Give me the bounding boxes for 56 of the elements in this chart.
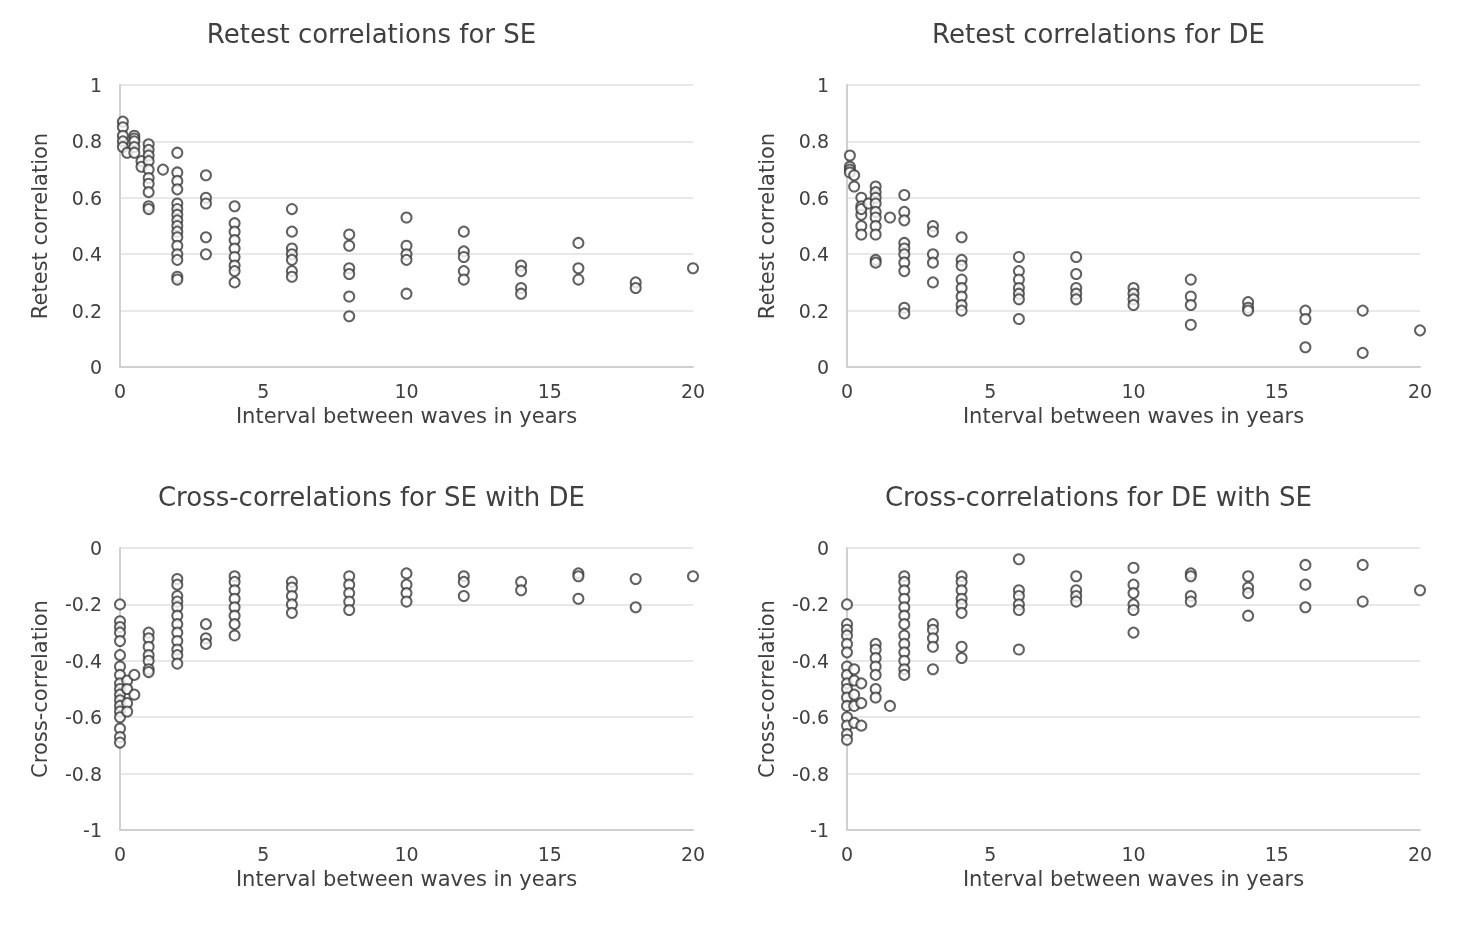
y-tick-label: -0.2 [64,593,102,616]
y-tick-label: -0.4 [791,649,829,672]
y-tick-label: -0.8 [791,762,829,785]
y-tick-label: -0.8 [64,762,102,785]
y-axis-title: Cross-correlation [27,600,52,778]
y-tick-label: 0.6 [71,186,102,209]
x-tick-label: 15 [1264,842,1289,865]
y-tick-label: 0 [816,356,829,378]
x-tick-label: 15 [537,379,562,402]
x-tick-label: 10 [394,379,419,402]
x-tick-label: 10 [1121,842,1146,865]
x-tick-label: 15 [1264,379,1289,402]
x-tick-label: 10 [1121,379,1146,402]
y-tick-label: 0.8 [798,130,829,153]
chart-title: Cross-correlations for SE with DE [157,482,586,512]
y-tick-label: -0.4 [64,649,102,672]
x-tick-label: 10 [394,842,419,865]
x-tick-label: 5 [257,379,270,402]
y-tick-label: -1 [83,819,102,841]
chart-title: Cross-correlations for DE with SE [884,482,1313,512]
y-axis-title: Retest correlation [754,132,779,320]
y-tick-label: 1 [816,74,829,96]
y-axis-title: Retest correlation [27,132,52,320]
y-tick-label: -1 [810,819,829,841]
x-tick-label: 20 [680,842,706,865]
x-axis-title: Interval between waves in years [962,403,1305,428]
chart-title: Retest correlations for SE [206,19,537,49]
y-tick-label: 0.8 [71,130,102,153]
y-tick-label: 0.4 [71,243,102,266]
y-tick-label: 0 [89,537,102,559]
chart-title: Retest correlations for DE [932,19,1265,49]
y-tick-label: 0 [89,356,102,378]
x-tick-label: 0 [840,379,854,402]
y-tick-label: 0.2 [71,299,102,322]
x-tick-label: 0 [113,842,127,865]
y-tick-label: -0.6 [791,706,829,729]
y-tick-label: 1 [89,74,102,96]
y-tick-label: -0.6 [64,706,102,729]
y-axis-title: Cross-correlation [754,600,779,778]
y-tick-label: -0.2 [791,593,829,616]
x-axis-title: Interval between waves in years [235,866,578,891]
x-axis-title: Interval between waves in years [962,866,1305,891]
x-axis-title: Interval between waves in years [235,403,578,428]
x-tick-label: 5 [984,379,997,402]
x-tick-label: 0 [840,842,854,865]
x-tick-label: 20 [1407,379,1433,402]
y-tick-label: 0 [816,537,829,559]
x-tick-label: 20 [680,379,706,402]
y-tick-label: 0.2 [798,299,829,322]
x-tick-label: 5 [984,842,997,865]
y-tick-label: 0.6 [798,186,829,209]
x-tick-label: 20 [1407,842,1433,865]
x-tick-label: 5 [257,842,270,865]
y-tick-label: 0.4 [798,243,829,266]
x-tick-label: 15 [537,842,562,865]
x-tick-label: 0 [113,379,127,402]
